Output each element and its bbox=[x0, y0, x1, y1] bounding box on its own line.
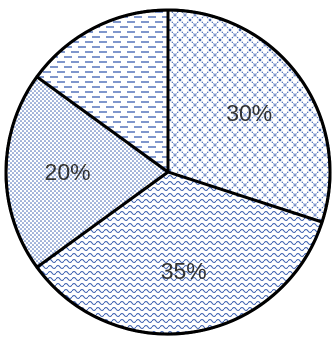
pie-slice-label-2: 20% bbox=[45, 159, 91, 185]
pie-labels: 30% 35% 20% bbox=[45, 100, 273, 284]
pie-outline bbox=[4, 8, 332, 336]
pie-slice-label-0: 30% bbox=[226, 100, 272, 126]
pie-slices bbox=[4, 8, 332, 336]
pie-slice-label-1: 35% bbox=[161, 258, 207, 284]
